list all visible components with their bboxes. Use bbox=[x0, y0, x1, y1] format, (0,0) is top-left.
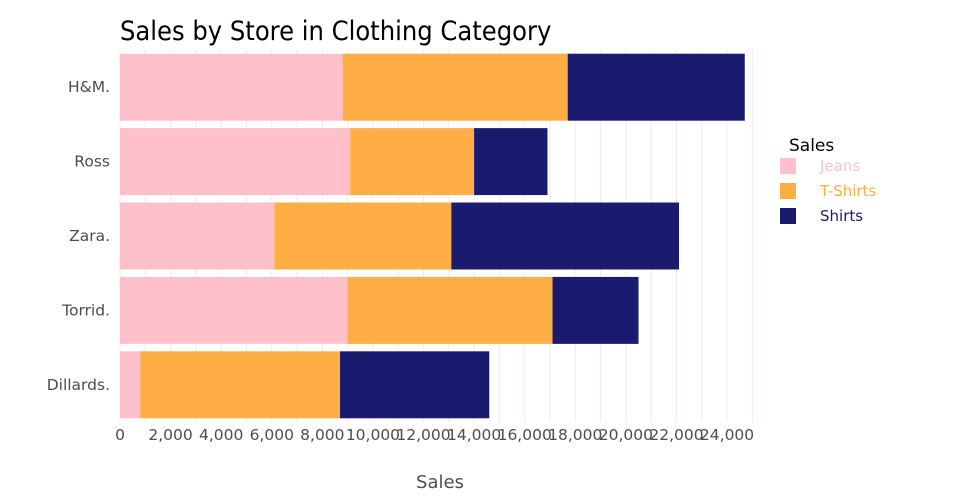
bar-shirts-2 bbox=[451, 202, 679, 270]
x-tick-label: 2,000 bbox=[148, 426, 192, 444]
x-tick-label: 10,000 bbox=[346, 426, 400, 444]
legend-title: Sales bbox=[789, 136, 834, 156]
bar-jeans-0 bbox=[120, 53, 343, 121]
legend-label: Jeans bbox=[819, 157, 860, 175]
y-axis-ticks: H&M. Ross Zara. Torrid. Dillards. bbox=[47, 78, 110, 394]
bar-jeans-4 bbox=[120, 351, 141, 419]
bar-jeans-2 bbox=[120, 202, 275, 270]
bar-shirts-0 bbox=[567, 53, 745, 121]
bar-t-shirts-4 bbox=[140, 351, 341, 419]
x-tick-label: 16,000 bbox=[498, 426, 552, 444]
y-tick-label: Ross bbox=[74, 153, 110, 171]
bar-jeans-3 bbox=[120, 276, 348, 344]
x-axis-ticks: 0 2,000 4,000 6,000 8,000 10,00012,00014,0001… bbox=[115, 426, 754, 444]
bar-shirts-4 bbox=[340, 351, 490, 419]
legend-label: Shirts bbox=[820, 207, 863, 225]
bar-t-shirts-3 bbox=[347, 276, 553, 344]
bar-t-shirts-2 bbox=[274, 202, 452, 270]
x-tick-label: 8,000 bbox=[300, 426, 344, 444]
x-axis-title: Sales bbox=[416, 472, 464, 493]
chart-title: Sales by Store in Clothing Category bbox=[120, 16, 551, 47]
y-tick-label: Torrid. bbox=[61, 301, 110, 319]
y-tick-label: Dillards. bbox=[47, 376, 110, 394]
legend-swatch bbox=[780, 183, 796, 199]
y-tick-label: H&M. bbox=[68, 78, 110, 96]
legend-swatch bbox=[780, 208, 796, 224]
legend-label: T-Shirts bbox=[819, 182, 876, 200]
bar-shirts-3 bbox=[552, 276, 639, 344]
bar-jeans-1 bbox=[120, 128, 351, 196]
bars bbox=[120, 53, 745, 419]
x-tick-label: 6,000 bbox=[250, 426, 294, 444]
x-tick-label: 24,000 bbox=[700, 426, 754, 444]
x-tick-label: 20,000 bbox=[599, 426, 653, 444]
legend: Sales Jeans T-Shirts Shirts bbox=[780, 136, 876, 225]
x-tick-label: 4,000 bbox=[199, 426, 243, 444]
legend-swatch bbox=[780, 158, 796, 174]
x-tick-label: 18,000 bbox=[548, 426, 602, 444]
bar-shirts-1 bbox=[474, 128, 548, 196]
y-tick-label: Zara. bbox=[69, 227, 110, 245]
x-tick-label: 14,000 bbox=[447, 426, 501, 444]
x-tick-label: 12,000 bbox=[396, 426, 450, 444]
x-tick-label: 22,000 bbox=[649, 426, 703, 444]
x-tick-label: 0 bbox=[115, 426, 125, 444]
bar-t-shirts-0 bbox=[342, 53, 568, 121]
bar-t-shirts-1 bbox=[350, 128, 475, 196]
